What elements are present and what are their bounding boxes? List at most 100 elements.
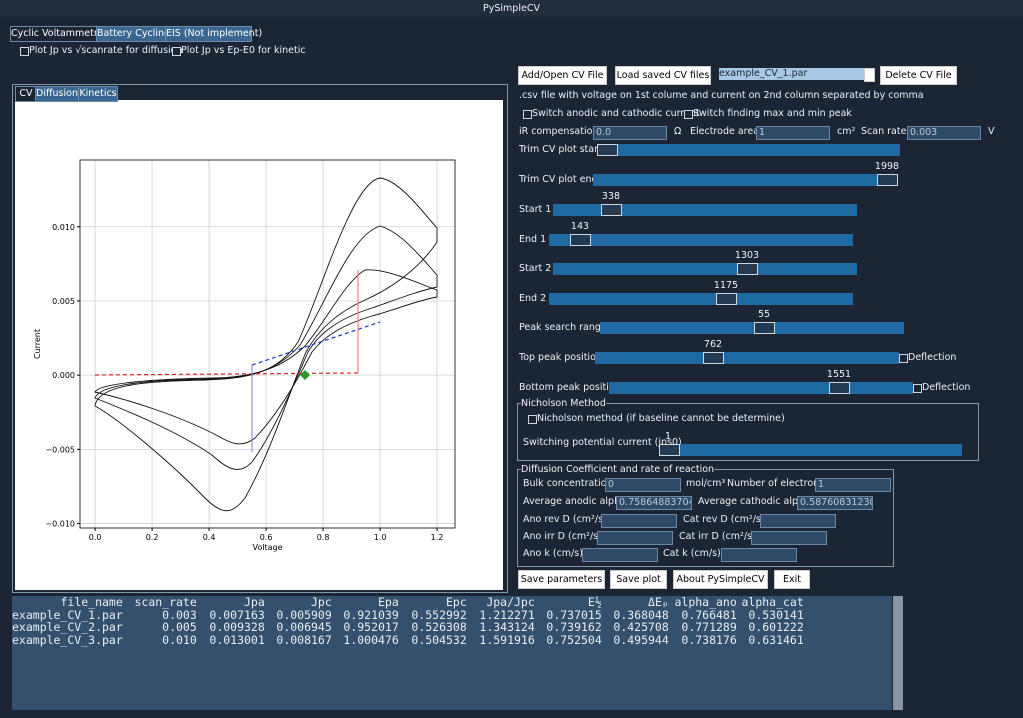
window-title: PySimpleCV bbox=[440, 2, 583, 16]
table-cell: ΔEₚ bbox=[602, 596, 669, 609]
checkbox[interactable] bbox=[523, 110, 532, 119]
checkbox[interactable] bbox=[528, 415, 537, 424]
table-row: example_CV_2.par0.0050.0093280.0069450.9… bbox=[12, 621, 804, 634]
checkbox-label: Switch finding max and min peak bbox=[693, 107, 852, 121]
table-cell: Epc bbox=[399, 596, 467, 609]
slider-handle[interactable] bbox=[570, 234, 591, 246]
field-input[interactable]: 0 bbox=[605, 478, 681, 492]
table-cell: 1.343124 bbox=[467, 621, 535, 634]
field-input[interactable]: 0.5876083123046 bbox=[797, 496, 873, 510]
param-input[interactable]: 0.003 bbox=[907, 126, 981, 140]
tab[interactable]: EIS (Not implement) bbox=[165, 26, 252, 42]
axes-frame bbox=[80, 160, 455, 528]
slider-track[interactable] bbox=[549, 293, 853, 305]
table-cell: 1.591916 bbox=[467, 634, 535, 647]
field-label: Switching potential current (jps0) bbox=[523, 436, 682, 450]
slider-value: 1303 bbox=[727, 249, 767, 263]
param-input[interactable]: 0.0 bbox=[593, 126, 667, 140]
param-label: iR compensation bbox=[519, 125, 598, 139]
button[interactable]: Save parameters bbox=[518, 570, 605, 589]
plot-tab[interactable]: Diffusion bbox=[35, 86, 79, 102]
tab[interactable]: Cyclic Voltammetry bbox=[10, 26, 97, 42]
slider-handle[interactable] bbox=[659, 444, 680, 456]
table-cell: Jpa bbox=[197, 596, 265, 609]
field-input[interactable] bbox=[601, 514, 677, 528]
table-cell: 0.006945 bbox=[265, 621, 332, 634]
checkbox[interactable] bbox=[899, 354, 908, 363]
checkbox[interactable] bbox=[20, 47, 29, 56]
field-label: Cat rev D (cm²/s) bbox=[683, 513, 765, 527]
button[interactable]: Save plot bbox=[610, 570, 667, 589]
checkbox[interactable] bbox=[913, 384, 922, 393]
slider-handle[interactable] bbox=[877, 174, 898, 186]
slider-handle[interactable] bbox=[829, 382, 850, 394]
slider-track[interactable] bbox=[600, 322, 904, 334]
field-input[interactable]: 0.7586488370435 bbox=[616, 496, 692, 510]
slider-track[interactable] bbox=[597, 144, 900, 156]
table-cell: Epa bbox=[332, 596, 399, 609]
button[interactable]: Load saved CV files bbox=[615, 66, 711, 85]
slider-handle[interactable] bbox=[737, 263, 758, 275]
slider-value: 1551 bbox=[819, 368, 859, 382]
field-input[interactable] bbox=[582, 548, 658, 562]
table-scrollbar[interactable] bbox=[893, 596, 903, 710]
frame-title: Diffusion Coefficient and rate of reacti… bbox=[521, 463, 714, 477]
param-input[interactable]: 1 bbox=[756, 126, 830, 140]
slider-label: Trim CV plot start bbox=[519, 143, 602, 157]
table-cell: 0.738176 bbox=[669, 634, 737, 647]
slider-handle[interactable] bbox=[716, 293, 737, 305]
tab[interactable]: Battery Cycling bbox=[96, 26, 166, 42]
field-input[interactable] bbox=[597, 531, 673, 545]
checkbox[interactable] bbox=[684, 110, 693, 119]
table-cell: alpha_ano bbox=[669, 596, 737, 609]
checkbox[interactable] bbox=[172, 47, 181, 56]
slider-handle[interactable] bbox=[754, 322, 775, 334]
table-cell: 0.005 bbox=[123, 621, 197, 634]
slider-handle[interactable] bbox=[703, 352, 724, 364]
table-header: file_namescan_rateJpaJpcEpaEpcJpa/JpcE½Δ… bbox=[12, 596, 804, 609]
table-cell: Jpc bbox=[265, 596, 332, 609]
table-cell: 0.952017 bbox=[332, 621, 399, 634]
field-input[interactable] bbox=[751, 531, 827, 545]
button[interactable]: About PySimpleCV bbox=[673, 570, 768, 589]
slider-track[interactable] bbox=[549, 234, 853, 246]
slider-handle[interactable] bbox=[601, 204, 622, 216]
slider-track[interactable] bbox=[609, 382, 913, 394]
field-input[interactable]: 1 bbox=[815, 478, 891, 492]
slider-track[interactable] bbox=[595, 352, 899, 364]
y-tick-label: 0.010 bbox=[52, 223, 75, 232]
slider-handle[interactable] bbox=[597, 144, 618, 156]
slider-value: 1 bbox=[665, 430, 671, 444]
param-label: Electrode area bbox=[690, 125, 759, 139]
checkbox-label: Deflection bbox=[908, 351, 956, 365]
table-cell: file_name bbox=[12, 596, 123, 609]
slider-track[interactable] bbox=[553, 263, 857, 275]
dropdown-arrow[interactable] bbox=[864, 68, 875, 82]
button[interactable]: Add/Open CV File bbox=[518, 66, 607, 85]
slider-value: 762 bbox=[693, 338, 733, 352]
table-cell: 0.504532 bbox=[399, 634, 467, 647]
field-label: Ano irr D (cm²/s) bbox=[523, 530, 602, 544]
field-label: Average cathodic alpha bbox=[698, 495, 810, 509]
y-tick-label: 0.000 bbox=[52, 371, 75, 380]
file-select[interactable]: example_CV_1.par bbox=[719, 68, 864, 80]
plot-tab[interactable]: CV bbox=[15, 86, 37, 102]
field-label: Bulk concentration bbox=[523, 477, 613, 491]
slider-track[interactable] bbox=[659, 444, 962, 456]
table-cell: 0.013001 bbox=[197, 634, 265, 647]
table-cell: 0.425708 bbox=[602, 621, 669, 634]
plot-tab[interactable]: Kinetics bbox=[78, 86, 118, 102]
slider-label: Trim CV plot end bbox=[519, 173, 598, 187]
button[interactable]: Delete CV File bbox=[880, 66, 957, 85]
button[interactable]: Exit bbox=[774, 570, 810, 589]
table-cell: 0.631461 bbox=[737, 634, 804, 647]
slider-value: 55 bbox=[744, 308, 784, 322]
field-label: Cat irr D (cm²/s) bbox=[679, 530, 756, 544]
param-label: Scan rate bbox=[861, 125, 906, 139]
field-input[interactable] bbox=[760, 514, 836, 528]
field-input[interactable] bbox=[721, 548, 797, 562]
checkbox-label: Deflection bbox=[922, 381, 970, 395]
slider-track[interactable] bbox=[593, 174, 897, 186]
slider-track[interactable] bbox=[553, 204, 857, 216]
